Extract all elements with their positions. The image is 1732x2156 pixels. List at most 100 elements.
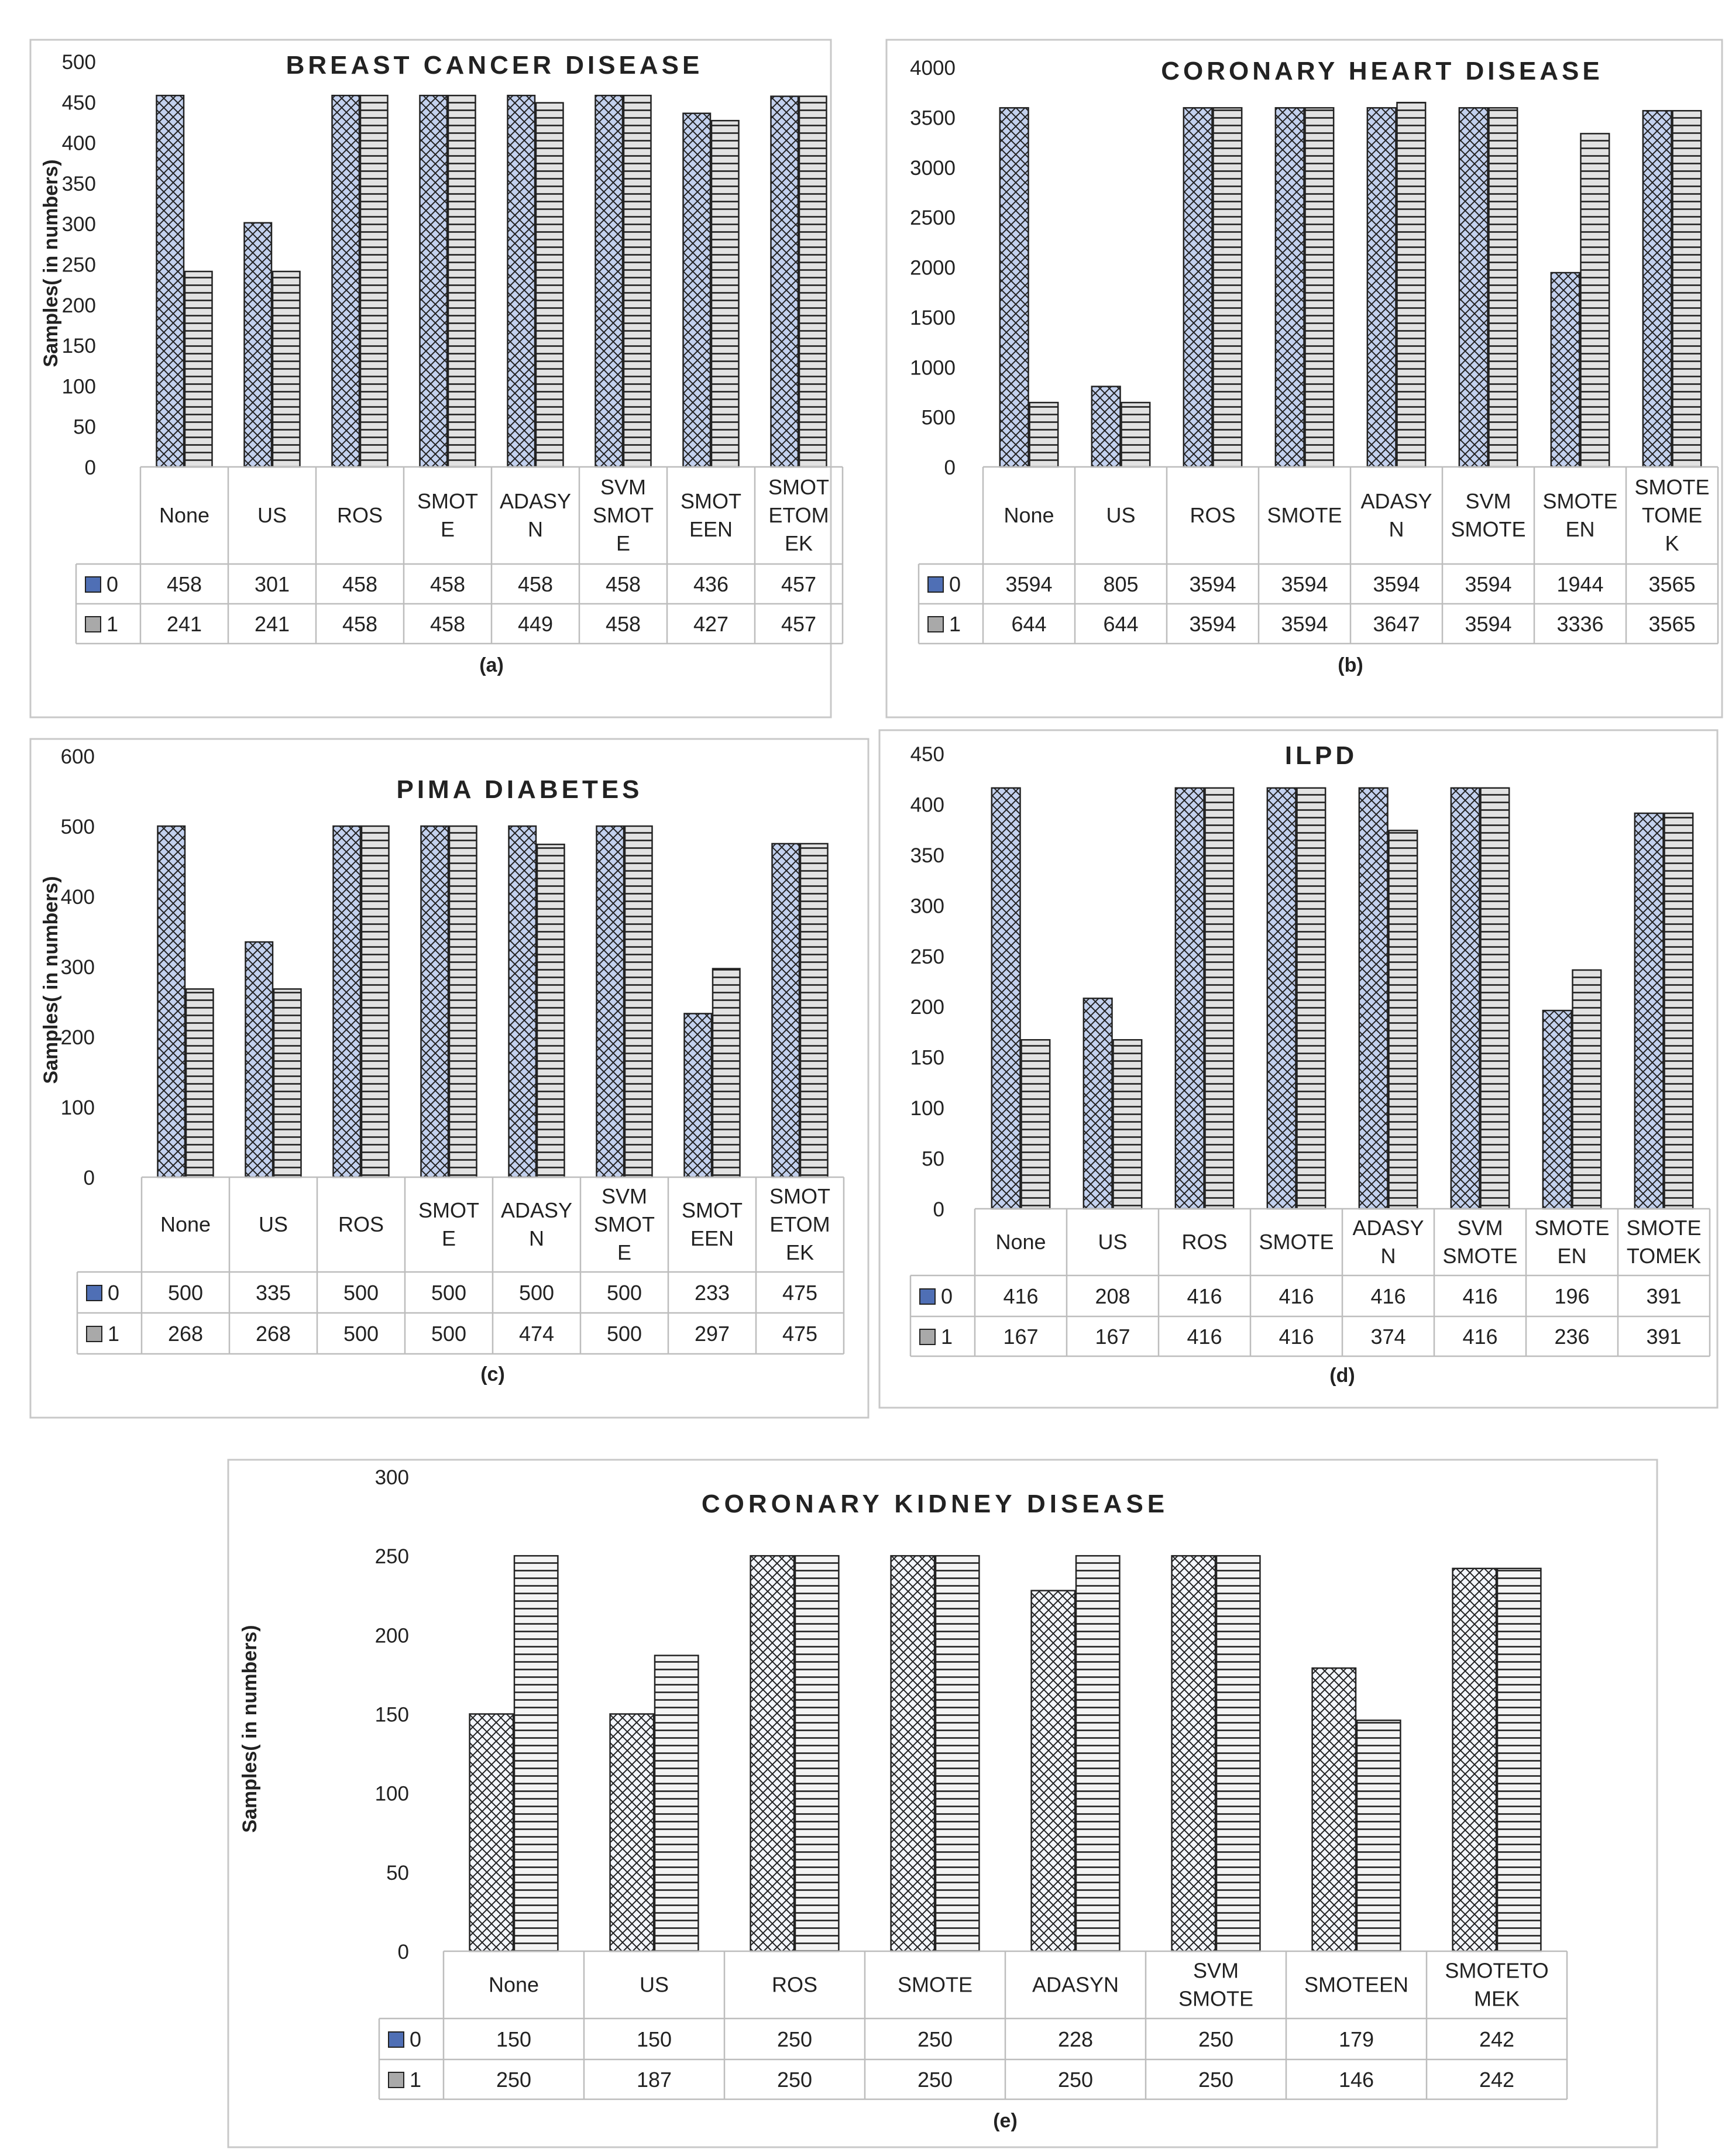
- chart-1: CORONARY HEART DISEASE (b) 0 500 1000 1500 200…: [885, 39, 1723, 718]
- y-tick-label: 400: [910, 793, 944, 816]
- table-value: 644: [1011, 612, 1046, 636]
- table-value: 268: [168, 1322, 203, 1346]
- table-value: 250: [496, 2068, 531, 2092]
- legend-key-series-0: [388, 2031, 404, 2048]
- y-tick-label: 0: [84, 1167, 95, 1189]
- table-value: 436: [693, 572, 728, 596]
- legend-key-series-0: [919, 1288, 936, 1305]
- category-label: ROS: [338, 1212, 384, 1236]
- table-value: 391: [1646, 1325, 1681, 1349]
- y-tick-label: 200: [62, 294, 96, 317]
- table-value: 3594: [1281, 572, 1328, 596]
- bar-series-1: [359, 94, 389, 468]
- bar-series-1: [1572, 969, 1602, 1210]
- table-value: 242: [1479, 2068, 1514, 2092]
- bar-series-1: [1029, 401, 1059, 468]
- table-value: 500: [343, 1322, 379, 1346]
- chart-3: ILPD (d) 0 50 100 150 200 250 300 350 400 450 None US…: [878, 729, 1719, 1409]
- table-value: 500: [168, 1281, 203, 1305]
- bar-series-1: [1204, 787, 1235, 1210]
- y-axis-label: Samples( in numbers): [40, 159, 62, 367]
- chart-0: BREAST CANCER DISEASE (a) Samples( in numb…: [29, 39, 844, 718]
- bar-series-1: [1215, 1555, 1261, 1952]
- bar-series-1: [1480, 787, 1510, 1210]
- y-tick-label: 200: [61, 1026, 95, 1049]
- bar-series-1: [447, 94, 476, 468]
- category-label: SMOTEEN: [1304, 1973, 1408, 1997]
- bar-series-0: [156, 94, 185, 468]
- bar-series-0: [1550, 271, 1580, 468]
- y-tick-label: 300: [61, 956, 95, 979]
- table-value: 500: [607, 1281, 642, 1305]
- legend-label: 1: [108, 1322, 119, 1346]
- category-label: ROS: [337, 503, 383, 527]
- y-axis-label: Samples( in numbers): [40, 876, 62, 1084]
- legend-key-series-0: [927, 576, 944, 593]
- y-tick-label: 600: [61, 745, 95, 768]
- table-value: 3594: [1005, 572, 1052, 596]
- bar-series-1: [272, 270, 301, 468]
- bar-series-1: [448, 825, 477, 1178]
- bar-series-1: [1075, 1555, 1121, 1952]
- table-value: 187: [637, 2068, 672, 2092]
- legend-key-series-0: [86, 1285, 102, 1301]
- bar-series-1: [1488, 107, 1518, 468]
- table-value: 3565: [1648, 572, 1695, 596]
- y-tick-label: 500: [922, 407, 956, 429]
- category-label: SMOTE: [1267, 503, 1342, 527]
- chart-2: PIMA DIABETES (c) Samples( in numbers) 0 100…: [29, 738, 870, 1419]
- chart-title: CORONARY HEART DISEASE: [1161, 57, 1603, 85]
- y-tick-label: 150: [375, 1704, 409, 1727]
- y-tick-label: 350: [62, 173, 96, 195]
- y-tick-label: 0: [933, 1198, 944, 1221]
- table-value: 236: [1554, 1325, 1589, 1349]
- table-value: 3594: [1373, 572, 1420, 596]
- bar-series-0: [507, 94, 536, 468]
- category-label: None: [995, 1230, 1046, 1254]
- table-value: 250: [917, 2027, 953, 2051]
- bar-series-1: [536, 843, 565, 1178]
- legend-label: 0: [949, 572, 961, 596]
- category-label: None: [160, 1212, 211, 1236]
- bar-series-0: [1274, 107, 1305, 468]
- bar-series-1: [712, 968, 741, 1178]
- bar-series-0: [1030, 1590, 1076, 1952]
- y-tick-label: 200: [375, 1624, 409, 1647]
- bar-series-0: [1091, 386, 1121, 468]
- bar-series-1: [654, 1655, 699, 1952]
- table-value: 250: [917, 2068, 953, 2092]
- table-value: 250: [1198, 2027, 1233, 2051]
- bar-series-0: [157, 825, 186, 1178]
- table-value: 500: [431, 1322, 466, 1346]
- bar-series-1: [1212, 107, 1243, 468]
- legend-key-series-0: [85, 576, 101, 593]
- bar-series-0: [682, 112, 712, 468]
- legend-label: 0: [106, 572, 118, 596]
- y-tick-label: 400: [62, 132, 96, 155]
- table-value: 500: [519, 1281, 554, 1305]
- y-tick-label: 100: [61, 1096, 95, 1119]
- bar-series-0: [1082, 998, 1113, 1210]
- table-value: 3594: [1189, 612, 1236, 636]
- table-value: 1944: [1556, 572, 1603, 596]
- bar-series-0: [332, 825, 362, 1178]
- table-value: 475: [782, 1322, 817, 1346]
- table-value: 3594: [1189, 572, 1236, 596]
- y-tick-label: 50: [73, 416, 96, 439]
- table-value: 500: [343, 1281, 379, 1305]
- y-tick-label: 1500: [910, 307, 956, 329]
- category-label: ADASYN: [1032, 1973, 1119, 1997]
- chart-caption: (c): [480, 1363, 505, 1385]
- bar-series-0: [1358, 787, 1389, 1210]
- table-value: 805: [1103, 572, 1138, 596]
- bar-series-0: [331, 94, 360, 468]
- bar-series-0: [594, 94, 624, 468]
- table-value: 474: [519, 1322, 554, 1346]
